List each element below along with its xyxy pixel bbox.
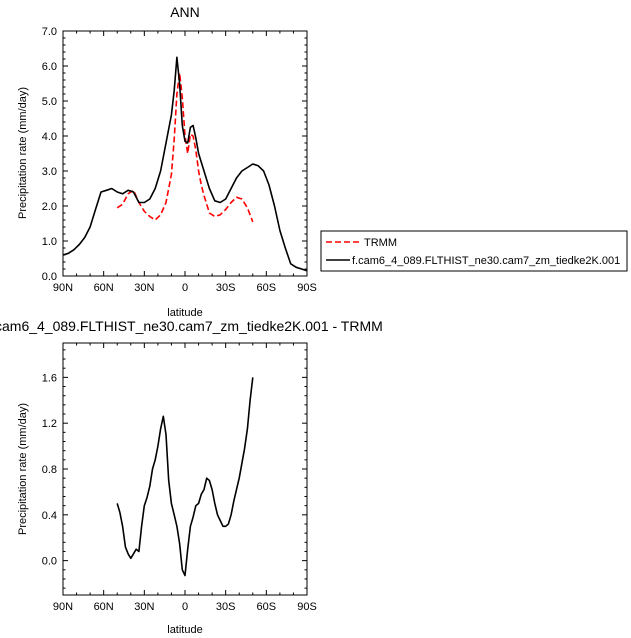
bottom-y-tick-label: 0.8 [42,464,57,476]
top-x-axis-label: latitude [167,307,202,319]
bottom-x-tick-label: 60N [94,601,114,613]
bottom-x-tick-label: 30S [216,601,236,613]
bottom-y-tick-label: 1.2 [42,418,57,430]
top-x-ticks: 90N 60N 30N 0 30S 60S 90S [53,31,317,294]
bottom-x-tick-label: 90S [297,601,317,613]
bottom-series-group [116,377,254,577]
bottom-panel: f.cam6_4_089.FLTHIST_ne30.cam7_zm_tiedke… [0,318,383,636]
top-y-tick-label: 3.0 [42,166,57,178]
top-series-line-f-cam6-4-089-flthist-ne30-cam7-zm-tiedke2k-001 [62,56,308,272]
top-y-tick-label: 1.0 [42,236,57,248]
legend-label-model: f.cam6_4_089.FLTHIST_ne30.cam7_zm_tiedke… [352,255,620,267]
top-x-tick-label: 30N [134,282,154,294]
top-y-ticks: 0.0 1.0 2.0 3.0 4.0 5.0 6.0 7.0 [42,26,307,283]
bottom-y-axis-label: Precipitation rate (mm/day) [17,403,29,535]
top-y-tick-label: 5.0 [42,96,57,108]
top-series-line-trmm [116,72,254,223]
top-x-tick-label: 60S [257,282,277,294]
bottom-series-line-0 [116,377,254,577]
bottom-plot-frame [62,342,308,596]
top-y-tick-label: 0.0 [42,271,57,283]
top-panel: ANN Precipitation rate (mm/day) latitude… [17,4,317,319]
top-x-tick-label: 30S [216,282,236,294]
legend-label-trmm: TRMM [364,237,397,249]
top-x-tick-label: 60N [94,282,114,294]
bottom-x-tick-label: 60S [257,601,277,613]
bottom-x-tick-label: 90N [53,601,73,613]
bottom-y-ticks: 0.0 0.4 0.8 1.2 1.6 [42,349,307,589]
bottom-x-axis-label: latitude [167,624,202,636]
top-y-tick-label: 6.0 [42,61,57,73]
top-plot-frame [62,30,308,277]
bottom-y-tick-label: 0.0 [42,556,57,568]
top-y-axis-label: Precipitation rate (mm/day) [17,87,29,219]
bottom-y-tick-label: 1.6 [42,372,57,384]
bottom-y-tick-label: 0.4 [42,510,57,522]
bottom-x-tick-label: 0 [182,601,188,613]
top-x-tick-label: 0 [182,282,188,294]
top-chart-title: ANN [170,4,200,20]
top-x-tick-label: 90N [53,282,73,294]
top-y-tick-label: 7.0 [42,26,57,38]
top-y-tick-label: 2.0 [42,201,57,213]
top-series-group [62,56,308,272]
legend: TRMM f.cam6_4_089.FLTHIST_ne30.cam7_zm_t… [320,230,628,272]
top-y-tick-label: 4.0 [42,131,57,143]
bottom-chart-title: f.cam6_4_089.FLTHIST_ne30.cam7_zm_tiedke… [0,318,383,334]
bottom-x-tick-label: 30N [134,601,154,613]
top-x-tick-label: 90S [297,282,317,294]
legend-box [320,230,628,272]
